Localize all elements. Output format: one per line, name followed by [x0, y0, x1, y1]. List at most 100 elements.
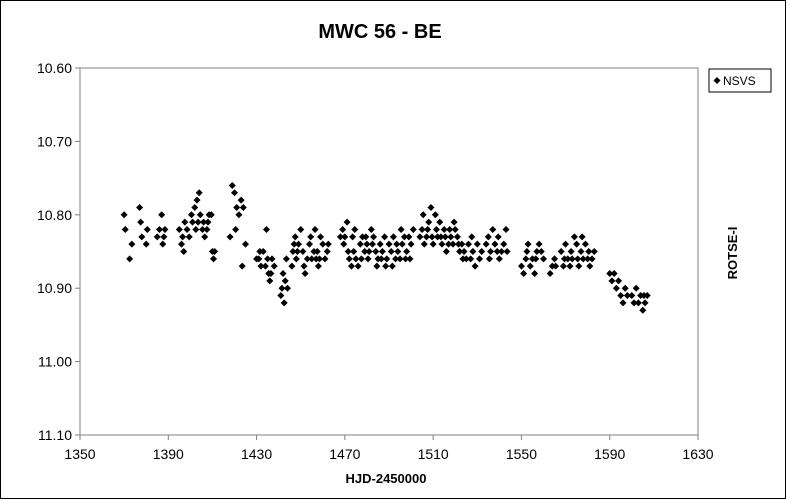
data-point: [210, 255, 218, 263]
data-point: [354, 262, 362, 270]
data-point: [546, 270, 554, 278]
data-point: [396, 255, 404, 263]
data-point: [340, 240, 348, 248]
data-point: [468, 233, 476, 241]
data-point: [181, 218, 189, 226]
data-point: [641, 299, 649, 307]
data-point: [319, 240, 327, 248]
data-point: [427, 203, 435, 211]
data-point: [200, 218, 208, 226]
data-point: [191, 203, 199, 211]
x-tick-label: 1430: [241, 446, 272, 462]
data-point: [590, 248, 598, 255]
legend-label-nsvs: NSVS: [723, 74, 756, 88]
data-point: [159, 240, 167, 248]
data-point: [498, 248, 506, 255]
chart-title: MWC 56 - BE: [318, 21, 441, 43]
data-point: [517, 262, 525, 270]
data-point: [267, 270, 275, 278]
data-point: [524, 240, 532, 248]
data-point: [300, 262, 308, 270]
data-point: [185, 233, 193, 241]
data-point: [237, 196, 245, 204]
data-point: [612, 284, 620, 292]
data-point: [628, 292, 636, 300]
data-point: [393, 240, 401, 248]
x-tick-label: 1550: [506, 446, 537, 462]
data-point: [400, 233, 408, 241]
data-point: [451, 225, 459, 233]
data-point: [581, 240, 589, 248]
data-point: [484, 233, 492, 241]
data-point: [442, 248, 450, 255]
data-point: [288, 262, 296, 270]
data-point: [308, 255, 316, 263]
data-point: [277, 292, 285, 300]
data-point: [526, 262, 534, 270]
data-point: [299, 248, 307, 255]
data-point: [295, 240, 303, 248]
data-point: [363, 240, 371, 248]
data-point: [643, 292, 651, 300]
data-point: [362, 233, 370, 241]
data-point: [588, 255, 596, 263]
data-point: [349, 233, 357, 241]
data-point: [634, 299, 642, 307]
data-point: [315, 255, 323, 263]
data-point: [137, 218, 145, 226]
data-point: [420, 240, 428, 248]
data-point: [568, 255, 576, 263]
data-point: [160, 233, 168, 241]
data-point: [606, 270, 614, 278]
legend: NSVS: [708, 68, 772, 93]
data-point: [447, 233, 455, 241]
data-point: [279, 270, 287, 278]
data-point: [567, 248, 575, 255]
data-point: [473, 240, 481, 248]
data-point: [175, 225, 183, 233]
data-point: [196, 211, 204, 219]
data-point: [623, 292, 631, 300]
data-point: [293, 248, 301, 255]
data-point: [233, 203, 241, 211]
data-point: [617, 292, 625, 300]
data-point: [195, 189, 203, 197]
data-point: [577, 248, 585, 255]
data-point: [574, 255, 582, 263]
legend-box: [708, 68, 772, 93]
data-point: [193, 196, 201, 204]
data-point: [228, 181, 236, 189]
data-point: [456, 248, 464, 255]
data-point: [376, 240, 384, 248]
data-point: [394, 248, 402, 255]
x-tick-label: 1470: [329, 446, 360, 462]
data-point: [387, 248, 395, 255]
data-point: [578, 233, 586, 241]
data-point: [357, 255, 365, 263]
data-point: [402, 255, 410, 263]
data-point: [339, 225, 347, 233]
data-point: [194, 218, 202, 226]
data-point: [445, 240, 453, 248]
data-point: [350, 248, 358, 255]
data-point: [610, 270, 618, 278]
data-point: [493, 248, 501, 255]
data-point: [533, 248, 541, 255]
data-point: [289, 248, 297, 255]
data-point: [201, 233, 209, 241]
data-point: [257, 262, 265, 270]
data-point: [450, 218, 458, 226]
data-point: [232, 225, 240, 233]
data-point: [364, 255, 372, 263]
data-point: [128, 240, 136, 248]
data-point: [189, 218, 197, 226]
data-point: [478, 248, 486, 255]
data-point: [564, 255, 572, 263]
data-point: [179, 233, 187, 241]
y-axis-label: ROTSE-I: [725, 227, 740, 280]
data-point: [398, 240, 406, 248]
data-point: [586, 262, 594, 270]
data-point: [467, 255, 475, 263]
data-point: [187, 211, 195, 219]
data-point: [494, 233, 502, 241]
